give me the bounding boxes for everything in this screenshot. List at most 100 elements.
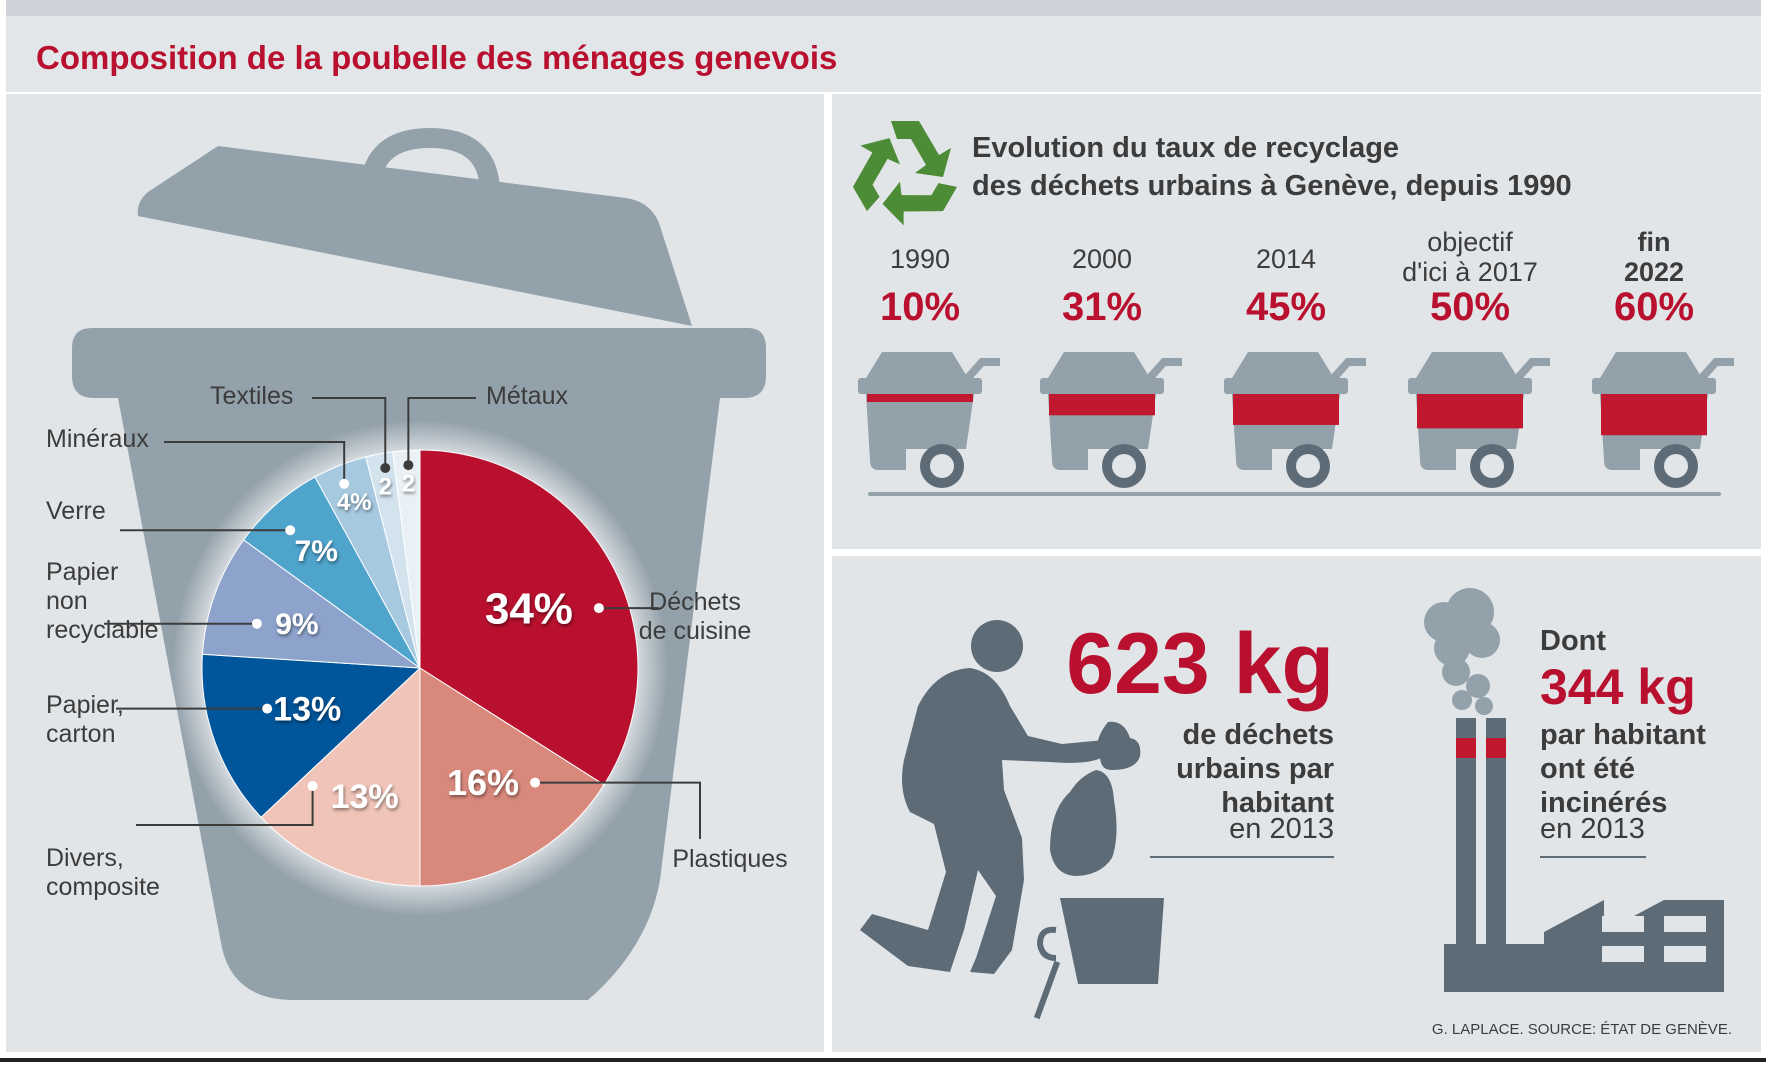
recycling-year: fin 2022 [1624,227,1684,287]
bin-rim [1592,378,1716,394]
per-capita-underline [1150,856,1334,858]
person-throwing-trash-icon [860,620,1164,1020]
bin-lid [866,352,968,378]
leader-line-metaux [407,397,476,466]
pie-label-dechets-de-cuisine: Déchets de cuisine [639,588,752,645]
recycling-rate: 50% [1430,285,1510,329]
bin-recycling-fill [1049,394,1155,416]
incinerated-year: en 2013 [1540,813,1645,845]
recycling-item-2014: 2014 45% [1224,244,1366,488]
recycling-rate: 10% [880,285,960,329]
pie-chart [201,449,639,887]
pie-label-textiles: Textiles [210,382,293,410]
recycling-ground-line [868,492,1721,496]
pie-value-dechets-de-cuisine: 34% [485,585,573,634]
source-credit: G. LAPLACE. SOURCE: ÉTAT DE GENÈVE. [1432,1021,1732,1038]
pie-label-papier-carton: Papier, carton [46,691,124,748]
pie-labels: 34% Déchets de cuisine 16% Plastiques 13% Dive… [46,382,788,901]
pie-value-plastiques: 16% [447,762,519,803]
bin-handle [1697,358,1734,383]
bin-handle [360,127,500,200]
recycling-rate: 60% [1614,285,1694,329]
bin-lid [1416,352,1518,378]
pie-slice-metaux [392,449,421,669]
pie-slice-divers-composite [260,666,421,887]
pie-label-plastiques: Plastiques [672,845,787,873]
recycling-year: 1990 [890,244,950,274]
leader-dot-papier-non-recyclable [251,618,262,629]
bin-rim [72,328,766,398]
bin-wheel-hub [1296,454,1320,478]
leader-dot-mineraux [339,478,350,489]
pie-label-mineraux: Minéraux [46,425,149,453]
bin-handle [1513,358,1550,383]
top-stripe [6,0,1761,16]
bin-wheel-hub [1664,454,1688,478]
pie-slice-plastiques [419,667,605,887]
bin-wheel-hub [930,454,954,478]
pie-label-papier-non-recyclable: Papier non recyclable [46,558,159,644]
pie-slice-dechets-de-cuisine [419,449,639,786]
bin-rim [1040,378,1164,394]
recycling-year: 2014 [1256,244,1316,274]
per-capita-description: de déchets urbains par habitant [1176,719,1334,819]
bin-lid [137,146,692,326]
leader-line-mineraux [164,441,346,484]
recycling-item-1990: 1990 10% [858,244,1000,488]
recycling-year: 2000 [1072,244,1132,274]
pie-slice-papier-carton [201,653,422,818]
bin-body [866,394,974,470]
pie-label-verre: Verre [46,497,106,525]
incinerated-description: par habitant ont été incinérés [1540,719,1706,819]
recycling-year: objectif d'ici à 2017 [1402,227,1538,287]
bin-recycling-fill [1601,394,1707,436]
per-capita-year: en 2013 [1229,813,1334,845]
per-capita-value: 623 kg [1066,616,1334,712]
recycling-bar-chart: 1990 10% 2000 31% 2014 45% objectif d'ici à 201… [858,227,1734,488]
pie-value-textiles: 2 [379,473,392,500]
leader-dot-metaux [403,460,414,471]
bin-wheel-hub [1112,454,1136,478]
bin-handle [963,358,1000,383]
pie-label-divers-composite: Divers, composite [46,844,160,901]
bin-handle [1329,358,1366,383]
incinerated-underline [1540,856,1646,858]
pie-value-mineraux: 4% [337,489,372,516]
recycling-rate: 45% [1246,285,1326,329]
recycling-item-2000: 2000 31% [1040,244,1182,488]
bin-lid [1048,352,1150,378]
pie-slice-papier-non-recyclable [201,539,422,669]
bin-rim [1224,378,1348,394]
leader-dot-papier-carton [262,703,273,714]
bin-recycling-fill [1233,394,1339,425]
pie-label-metaux: Métaux [486,382,568,410]
bin-rim [1408,378,1532,394]
incinerated-prefix: Dont [1540,625,1606,657]
bin-lid [1232,352,1334,378]
recycling-rate: 31% [1062,285,1142,329]
leader-dot-plastiques [530,777,541,788]
leader-line-plastiques [535,781,701,839]
recycling-title-line-2: des déchets urbains à Genève, depuis 199… [972,170,1572,202]
pie-value-divers-composite: 13% [331,778,399,816]
bin-rim [858,378,982,394]
recycling-title-line-1: Evolution du taux de recyclage [972,132,1399,164]
leader-dot-dechets-de-cuisine [593,603,604,614]
bin-wheel-hub [1480,454,1504,478]
leader-line-textiles [312,397,387,468]
title-bar [6,16,1761,92]
pie-value-papier-non-recyclable: 9% [275,608,318,641]
pie-value-papier-carton: 13% [273,691,341,729]
leader-dot-verre [285,525,296,536]
pie-value-verre: 7% [295,535,338,568]
pie-value-metaux: 2 [402,471,415,498]
bin-recycling-fill [867,394,973,402]
bin-recycling-fill [1417,394,1523,429]
leader-dot-textiles [380,462,391,473]
bin-handle [1145,358,1182,383]
incinerator-factory-icon [1424,588,1724,992]
page-title: Composition de la poubelle des ménages g… [36,39,837,76]
leader-dot-divers-composite [307,781,318,792]
